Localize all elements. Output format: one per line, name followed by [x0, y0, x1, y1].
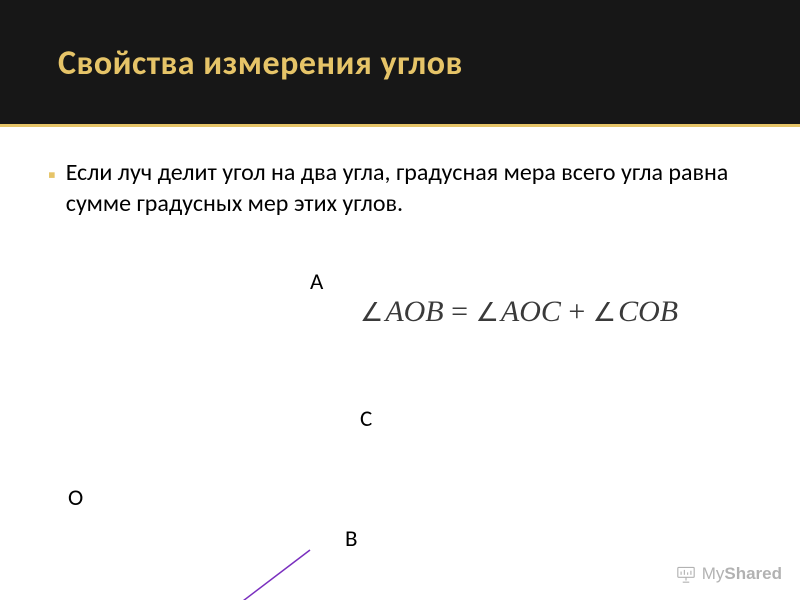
bullet-item: ▪ Если луч делит угол на два угла, граду… [48, 157, 752, 219]
bullet-marker-icon: ▪ [48, 159, 56, 190]
watermark-part2: Shared [724, 564, 782, 583]
label-a: A [310, 268, 323, 296]
slide: Свойства измерения углов ▪ Если луч дели… [0, 0, 800, 600]
title-bar: Свойства измерения углов [0, 0, 800, 127]
watermark-text: MyShared [702, 564, 782, 584]
angle-diagram [0, 260, 800, 590]
ray-OA [80, 550, 310, 600]
rays-svg [0, 260, 800, 600]
label-b: B [345, 525, 358, 553]
label-o: O [68, 484, 83, 512]
bullet-text: Если луч делит угол на два угла, градусн… [66, 157, 752, 219]
watermark: MyShared [676, 564, 782, 584]
label-c: C [360, 405, 372, 433]
watermark-part1: My [702, 564, 725, 583]
presentation-icon [676, 565, 696, 583]
title-underline [0, 124, 800, 127]
slide-title: Свойства измерения углов [58, 43, 463, 84]
body-area: ▪ Если луч делит угол на два угла, граду… [0, 127, 800, 219]
